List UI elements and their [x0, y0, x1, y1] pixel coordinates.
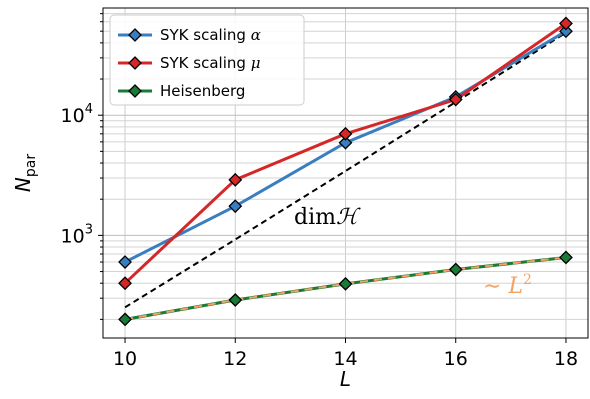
l-squared-annotation: ∼ L2 — [483, 272, 532, 299]
dim-hilbert-annotation: dimℋ — [294, 205, 361, 230]
x-tick-label: 14 — [333, 348, 357, 370]
y-tick-label: 104 — [61, 102, 93, 127]
series-marker-0 — [338, 135, 353, 150]
x-tick-label: 10 — [113, 348, 137, 370]
series-marker-1 — [338, 126, 353, 141]
x-tick-label: 12 — [223, 348, 247, 370]
legend-label-2: Heisenberg — [160, 82, 245, 100]
dim-hilbert-reference-line — [124, 31, 567, 309]
x-tick-label: 16 — [444, 348, 468, 370]
legend-marker-1 — [128, 56, 142, 70]
reference-lines — [124, 31, 567, 309]
legend-marker-0 — [128, 28, 142, 42]
series-marker-2 — [448, 262, 463, 277]
series-marker-1 — [228, 172, 243, 187]
series-marker-0 — [559, 24, 573, 39]
axis-ticks: 10 12 14 16 18 103 104 — [61, 13, 578, 370]
data-markers — [118, 16, 573, 327]
series-marker-2 — [338, 276, 353, 291]
x-tick-label: 18 — [554, 348, 578, 370]
annotations: dimℋ ∼ L2 — [294, 205, 532, 299]
legend-marker-2 — [128, 84, 142, 98]
series-marker-0 — [118, 255, 132, 269]
series-marker-0 — [228, 199, 243, 214]
legend-box — [109, 14, 305, 106]
series-marker-1 — [448, 92, 463, 107]
legend: SYK scaling α SYK scaling μ Heisenberg — [109, 14, 305, 106]
grid-lines — [103, 8, 588, 338]
series-marker-1 — [118, 276, 132, 291]
series-marker-2 — [118, 312, 132, 327]
l-squared-reference-line — [124, 256, 567, 321]
series-marker-1 — [559, 16, 573, 31]
legend-label-1: SYK scaling μ — [160, 54, 260, 72]
legend-label-0: SYK scaling α — [160, 26, 261, 44]
y-tick-label: 103 — [61, 222, 93, 247]
x-axis-label: L — [340, 367, 351, 391]
series-marker-2 — [228, 293, 243, 307]
series-marker-2 — [559, 250, 573, 265]
y-axis-label: Npar — [11, 154, 39, 192]
axis-labels: L Npar — [11, 154, 351, 391]
